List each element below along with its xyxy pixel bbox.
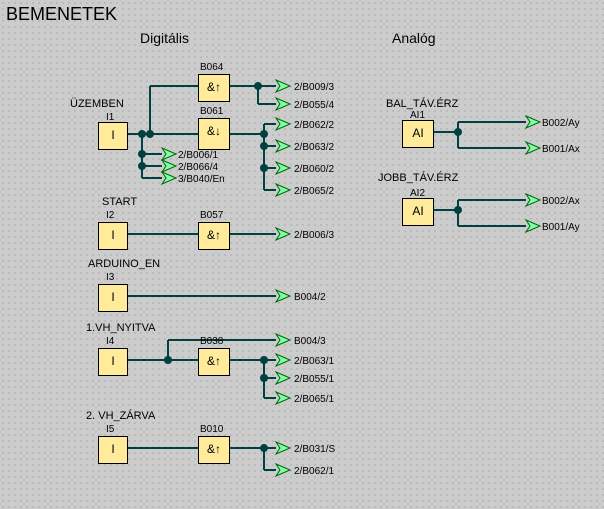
block-i1[interactable]: I <box>98 122 128 150</box>
id-b010: B010 <box>200 424 223 435</box>
plc-diagram-canvas: BEMENETEK Digitális Analóg <box>0 0 604 509</box>
block-i3[interactable]: I <box>98 284 128 312</box>
svg-text:2/B006/3: 2/B006/3 <box>294 230 334 241</box>
svg-text:B001/Ay: B001/Ay <box>542 222 580 233</box>
group-label-arduino: ARDUINO_EN <box>88 258 160 270</box>
id-b064: B064 <box>200 62 223 73</box>
group-label-vh-zarva: 2. VH_ZÁRVA <box>86 410 155 422</box>
svg-text:2/B066/4: 2/B066/4 <box>178 162 218 173</box>
block-i5[interactable]: I <box>98 436 128 464</box>
block-b010[interactable]: &↑ <box>198 436 230 464</box>
group-label-vh-nyitva: 1.VH_NYITVA <box>86 322 156 334</box>
block-b057[interactable]: &↑ <box>198 222 230 250</box>
svg-text:2/B062/2: 2/B062/2 <box>294 120 334 131</box>
id-i5: I5 <box>106 424 114 435</box>
svg-text:2/B055/1: 2/B055/1 <box>294 374 334 385</box>
id-i4: I4 <box>106 336 114 347</box>
block-b038[interactable]: &↑ <box>198 348 230 376</box>
svg-text:2/B065/1: 2/B065/1 <box>294 394 334 405</box>
svg-text:2/B006/1: 2/B006/1 <box>178 150 218 161</box>
svg-text:2/B062/1: 2/B062/1 <box>294 466 334 477</box>
group-label-jobb: JOBB_TÁV.ÉRZ <box>378 172 458 184</box>
group-label-uzemben: ÜZEMBEN <box>70 98 124 110</box>
id-b038: B038 <box>200 336 223 347</box>
svg-text:B002/Ay: B002/Ay <box>542 118 580 129</box>
id-b061: B061 <box>200 106 223 117</box>
svg-text:2/B060/2: 2/B060/2 <box>294 164 334 175</box>
svg-text:3/B040/En: 3/B040/En <box>178 174 225 185</box>
block-i2[interactable]: I <box>98 222 128 250</box>
id-i2: I2 <box>106 210 114 221</box>
svg-text:B002/Ax: B002/Ax <box>542 196 580 207</box>
svg-text:2/B055/4: 2/B055/4 <box>294 100 334 111</box>
svg-text:B004/3: B004/3 <box>294 336 326 347</box>
block-ai2[interactable]: AI <box>402 198 434 226</box>
svg-text:2/B031/S: 2/B031/S <box>294 444 335 455</box>
svg-text:2/B065/2: 2/B065/2 <box>294 186 334 197</box>
block-b061[interactable]: &↓ <box>198 118 230 150</box>
group-label-start: START <box>102 196 137 208</box>
wiring-layer: 2/B006/1 2/B066/4 3/B040/En 2/B009/3 2/B… <box>0 0 604 509</box>
svg-text:2/B009/3: 2/B009/3 <box>294 82 334 93</box>
id-b057: B057 <box>200 210 223 221</box>
svg-text:2/B063/1: 2/B063/1 <box>294 356 334 367</box>
group-label-bal: BAL_TÁV.ÉRZ <box>386 98 458 110</box>
svg-text:B004/2: B004/2 <box>294 292 326 303</box>
block-i4[interactable]: I <box>98 348 128 376</box>
id-i3: I3 <box>106 272 114 283</box>
block-ai1[interactable]: AI <box>402 120 434 148</box>
svg-text:2/B063/2: 2/B063/2 <box>294 142 334 153</box>
block-b064[interactable]: &↑ <box>198 74 230 102</box>
svg-text:B001/Ax: B001/Ax <box>542 144 580 155</box>
